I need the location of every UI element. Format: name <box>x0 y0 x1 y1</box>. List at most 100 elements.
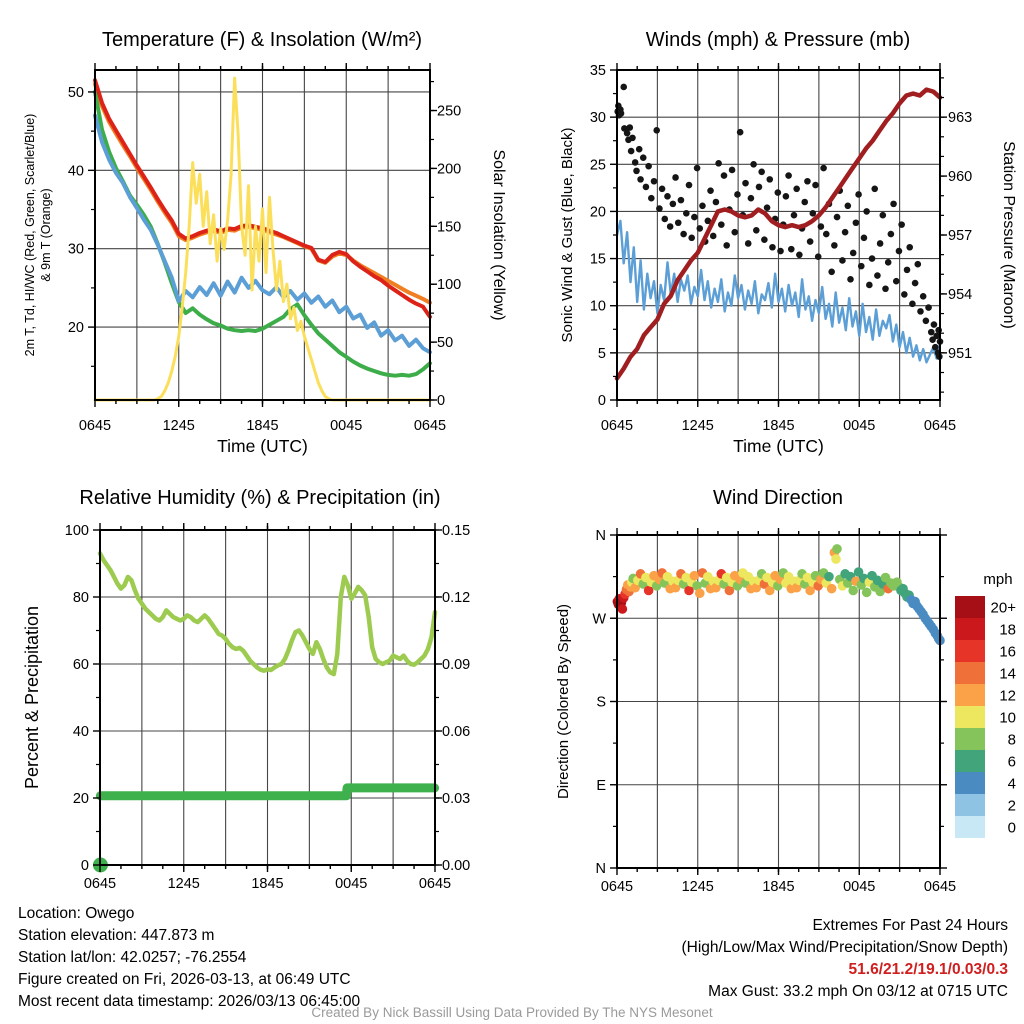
svg-text:951: 951 <box>948 346 972 362</box>
svg-text:0045: 0045 <box>335 876 367 892</box>
svg-text:N: N <box>596 861 606 877</box>
svg-text:Relative Humidity (%) & Precip: Relative Humidity (%) & Precipitation (i… <box>79 487 440 509</box>
svg-text:2m T, Td, HI/WC (Red, Green, S: 2m T, Td, HI/WC (Red, Green, Scarlet/Blu… <box>23 114 37 357</box>
chart-temperature-insolation: 0645 1245 1845 0045 0645 20 30 40 50 0 50 100 150 200… <box>23 29 507 456</box>
svg-text:0045: 0045 <box>843 418 875 434</box>
svg-text:Time (UTC): Time (UTC) <box>217 436 308 456</box>
svg-text:0.09: 0.09 <box>442 657 470 673</box>
chart-wind-direction: 0645 1245 1845 0045 0645 N E S W N Wind Direction D… <box>555 487 1017 895</box>
svg-text:963: 963 <box>948 110 972 126</box>
extremes-values: 51.6/21.2/19.1/0.03/0.3 <box>848 961 1008 978</box>
footer-timestamp: Most recent data timestamp: 2026/03/13 0… <box>18 993 361 1010</box>
svg-text:0645: 0645 <box>924 879 956 895</box>
svg-text:Solar Insolation (Yellow): Solar Insolation (Yellow) <box>490 149 507 320</box>
svg-text:4: 4 <box>1008 776 1016 793</box>
svg-text:1245: 1245 <box>682 418 714 434</box>
svg-text:150: 150 <box>437 219 461 235</box>
svg-text:250: 250 <box>437 104 461 120</box>
svg-text:1845: 1845 <box>251 876 283 892</box>
svg-text:0.15: 0.15 <box>442 523 470 539</box>
svg-text:6: 6 <box>1008 754 1016 771</box>
svg-text:957: 957 <box>948 228 972 244</box>
svg-text:10: 10 <box>999 710 1016 727</box>
credit-line: Created By Nick Bassill Using Data Provi… <box>311 1005 713 1020</box>
svg-text:40: 40 <box>68 163 84 179</box>
svg-text:40: 40 <box>73 724 89 740</box>
svg-text:Station Pressure (Maroon): Station Pressure (Maroon) <box>1000 141 1017 329</box>
svg-text:100: 100 <box>437 277 461 293</box>
svg-text:0: 0 <box>598 393 606 409</box>
extremes-subtitle: (High/Low/Max Wind/Precipitation/Snow De… <box>681 939 1009 956</box>
svg-text:Direction (Colored By Speed): Direction (Colored By Speed) <box>555 604 572 799</box>
svg-text:0645: 0645 <box>414 418 446 434</box>
svg-text:Winds (mph) & Pressure (mb): Winds (mph) & Pressure (mb) <box>646 29 911 51</box>
svg-text:0045: 0045 <box>843 879 875 895</box>
svg-text:12: 12 <box>999 688 1016 705</box>
svg-text:30: 30 <box>68 242 84 258</box>
svg-text:0.06: 0.06 <box>442 724 470 740</box>
svg-text:N: N <box>596 528 606 544</box>
svg-text:5: 5 <box>598 346 606 362</box>
svg-text:1245: 1245 <box>682 879 714 895</box>
svg-text:200: 200 <box>437 161 461 177</box>
svg-text:1845: 1845 <box>762 418 794 434</box>
svg-text:W: W <box>592 611 606 627</box>
svg-text:Wind Direction: Wind Direction <box>713 487 843 509</box>
svg-text:& 9m T (Orange): & 9m T (Orange) <box>39 188 53 281</box>
svg-text:0: 0 <box>437 393 445 409</box>
svg-text:0645: 0645 <box>601 879 633 895</box>
svg-text:50: 50 <box>437 335 453 351</box>
svg-text:15: 15 <box>590 252 606 268</box>
svg-text:50: 50 <box>68 85 84 101</box>
svg-text:20: 20 <box>68 320 84 336</box>
footer-latlon: Station lat/lon: 42.0257; -76.2554 <box>18 949 247 966</box>
footer-location: Location: Owego <box>18 905 135 922</box>
svg-text:0645: 0645 <box>601 418 633 434</box>
svg-text:0645: 0645 <box>79 418 111 434</box>
svg-text:1845: 1845 <box>246 418 278 434</box>
svg-text:Time (UTC): Time (UTC) <box>733 436 824 456</box>
svg-text:8: 8 <box>1008 732 1016 749</box>
svg-text:20: 20 <box>590 204 606 220</box>
svg-text:Temperature (F) & Insolation (: Temperature (F) & Insolation (W/m²) <box>102 29 422 51</box>
svg-text:1845: 1845 <box>762 879 794 895</box>
max-gust: Max Gust: 33.2 mph On 03/12 at 0715 UTC <box>708 983 1008 1000</box>
svg-text:60: 60 <box>73 657 89 673</box>
svg-text:0: 0 <box>1008 820 1016 837</box>
chart-winds-pressure: 0645 1245 1845 0045 0645 0 5 10 15 20 25 30 35 951 954… <box>559 29 1017 456</box>
svg-text:80: 80 <box>73 590 89 606</box>
svg-text:35: 35 <box>590 63 606 79</box>
svg-text:18: 18 <box>999 622 1016 639</box>
svg-text:100: 100 <box>65 523 89 539</box>
footer-elevation: Station elevation: 447.873 m <box>18 927 215 944</box>
svg-text:E: E <box>596 778 606 794</box>
svg-text:10: 10 <box>590 299 606 315</box>
svg-text:0645: 0645 <box>84 876 116 892</box>
svg-text:0045: 0045 <box>330 418 362 434</box>
svg-text:20+: 20+ <box>991 600 1017 617</box>
svg-text:1245: 1245 <box>163 418 195 434</box>
svg-text:1245: 1245 <box>168 876 200 892</box>
svg-text:Sonic Wind & Gust (Blue, Black: Sonic Wind & Gust (Blue, Black) <box>559 127 576 342</box>
svg-text:954: 954 <box>948 287 972 303</box>
svg-text:S: S <box>596 695 606 711</box>
svg-text:0: 0 <box>81 858 89 874</box>
svg-text:14: 14 <box>999 666 1016 683</box>
svg-text:0.00: 0.00 <box>442 858 470 874</box>
svg-text:16: 16 <box>999 644 1016 661</box>
svg-text:2: 2 <box>1008 798 1016 815</box>
svg-text:25: 25 <box>590 157 606 173</box>
svg-text:0.03: 0.03 <box>442 791 470 807</box>
svg-text:Percent & Precipitation: Percent & Precipitation <box>22 606 42 789</box>
footer-created: Figure created on Fri, 2026-03-13, at 06… <box>18 971 351 988</box>
svg-text:mph: mph <box>983 571 1012 588</box>
svg-text:0645: 0645 <box>924 418 956 434</box>
footer: Location: Owego Station elevation: 447.8… <box>0 903 1024 1024</box>
chart-humidity-precipitation: 0645 1245 1845 0045 0645 0 20 40 60 80 100 0.00 0.03… <box>22 487 470 892</box>
svg-text:20: 20 <box>73 791 89 807</box>
extremes-title: Extremes For Past 24 Hours <box>812 917 1008 934</box>
svg-text:0.12: 0.12 <box>442 590 470 606</box>
svg-text:0645: 0645 <box>419 876 451 892</box>
svg-text:30: 30 <box>590 110 606 126</box>
